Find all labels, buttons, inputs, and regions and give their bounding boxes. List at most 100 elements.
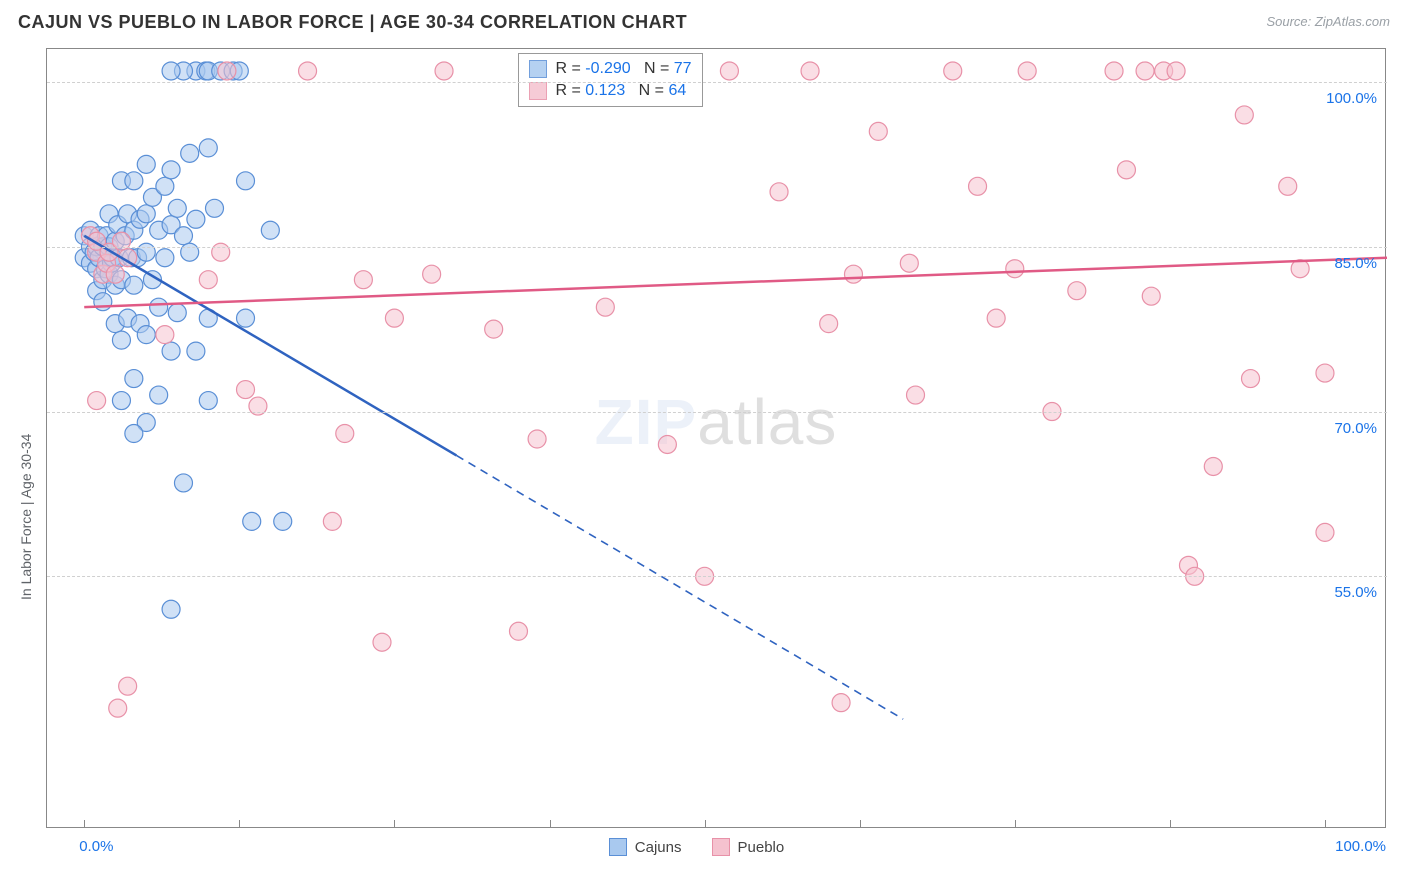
series-legend: Cajuns Pueblo <box>609 838 784 856</box>
legend-row: R = 0.123 N = 64 <box>529 80 691 102</box>
data-point <box>658 435 676 453</box>
grid-line <box>47 247 1387 248</box>
data-point <box>1167 62 1185 80</box>
data-point <box>274 512 292 530</box>
legend-stats: R = -0.290 N = 77 <box>555 58 691 80</box>
data-point <box>1242 370 1260 388</box>
legend-label: Pueblo <box>738 839 785 856</box>
data-point <box>168 199 186 217</box>
data-point <box>187 210 205 228</box>
data-point <box>1316 523 1334 541</box>
data-point <box>720 62 738 80</box>
data-point <box>156 249 174 267</box>
data-point <box>137 205 155 223</box>
data-point <box>174 227 192 245</box>
y-tick-label: 85.0% <box>1317 255 1377 272</box>
x-tick <box>1325 820 1326 828</box>
legend-stats: R = 0.123 N = 64 <box>555 80 686 102</box>
legend-label: Cajuns <box>635 839 682 856</box>
data-point <box>162 62 180 80</box>
data-point <box>907 386 925 404</box>
data-point <box>243 512 261 530</box>
x-tick <box>705 820 706 828</box>
source-name: ZipAtlas.com <box>1315 14 1390 29</box>
data-point <box>485 320 503 338</box>
data-point <box>112 392 130 410</box>
data-point <box>174 474 192 492</box>
data-point <box>844 265 862 283</box>
grid-line <box>47 412 1387 413</box>
trend-line <box>84 258 1387 307</box>
data-point <box>119 677 137 695</box>
data-point <box>1136 62 1154 80</box>
data-point <box>237 381 255 399</box>
data-point <box>109 699 127 717</box>
data-point <box>770 183 788 201</box>
x-tick <box>394 820 395 828</box>
data-point <box>125 172 143 190</box>
data-point <box>88 392 106 410</box>
title-bar: CAJUN VS PUEBLO IN LABOR FORCE | AGE 30-… <box>0 0 1406 40</box>
data-point <box>206 199 224 217</box>
legend-item: Cajuns <box>609 838 682 856</box>
data-point <box>969 177 987 195</box>
data-point <box>162 161 180 179</box>
data-point <box>323 512 341 530</box>
x-tick <box>860 820 861 828</box>
x-tick <box>1170 820 1171 828</box>
data-point <box>385 309 403 327</box>
data-point <box>1006 260 1024 278</box>
data-point <box>237 309 255 327</box>
data-point <box>987 309 1005 327</box>
grid-line <box>47 576 1387 577</box>
data-point <box>820 315 838 333</box>
data-point <box>801 62 819 80</box>
y-tick-label: 55.0% <box>1317 584 1377 601</box>
data-point <box>199 392 217 410</box>
data-point <box>900 254 918 272</box>
data-point <box>237 172 255 190</box>
data-point <box>1117 161 1135 179</box>
data-point <box>187 342 205 360</box>
data-point <box>423 265 441 283</box>
data-point <box>528 430 546 448</box>
x-axis-min-label: 0.0% <box>79 838 113 855</box>
correlation-legend: R = -0.290 N = 77R = 0.123 N = 64 <box>518 53 702 107</box>
y-axis-label: In Labor Force | Age 30-34 <box>18 434 34 600</box>
data-point <box>162 342 180 360</box>
data-point <box>168 304 186 322</box>
x-tick <box>550 820 551 828</box>
data-point <box>944 62 962 80</box>
data-point <box>162 600 180 618</box>
legend-swatch <box>712 838 730 856</box>
x-tick <box>1015 820 1016 828</box>
chart-title: CAJUN VS PUEBLO IN LABOR FORCE | AGE 30-… <box>18 12 687 33</box>
data-point <box>869 122 887 140</box>
data-point <box>112 331 130 349</box>
x-tick <box>84 820 85 828</box>
legend-swatch <box>529 82 547 100</box>
y-tick-label: 100.0% <box>1317 90 1377 107</box>
data-point <box>150 298 168 316</box>
data-point <box>261 221 279 239</box>
data-point <box>94 293 112 311</box>
data-point <box>137 155 155 173</box>
source-attribution: Source: ZipAtlas.com <box>1266 14 1390 29</box>
data-point <box>509 622 527 640</box>
x-axis-max-label: 100.0% <box>1326 838 1386 855</box>
data-point <box>106 265 124 283</box>
data-point <box>156 326 174 344</box>
data-point <box>156 177 174 195</box>
data-point <box>1235 106 1253 124</box>
data-point <box>354 271 372 289</box>
source-prefix: Source: <box>1266 14 1314 29</box>
data-point <box>150 386 168 404</box>
data-point <box>1068 282 1086 300</box>
data-point <box>181 144 199 162</box>
data-point <box>1279 177 1297 195</box>
data-point <box>435 62 453 80</box>
data-point <box>137 326 155 344</box>
data-point <box>596 298 614 316</box>
legend-item: Pueblo <box>712 838 785 856</box>
scatter-svg <box>47 49 1387 829</box>
